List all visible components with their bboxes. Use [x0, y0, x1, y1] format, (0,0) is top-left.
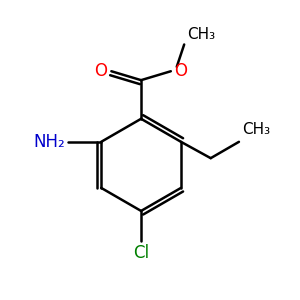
Text: O: O — [94, 62, 107, 80]
Text: CH₃: CH₃ — [242, 122, 270, 137]
Text: O: O — [174, 62, 187, 80]
Text: CH₃: CH₃ — [187, 26, 215, 41]
Text: Cl: Cl — [133, 244, 149, 262]
Text: NH₂: NH₂ — [34, 133, 65, 151]
